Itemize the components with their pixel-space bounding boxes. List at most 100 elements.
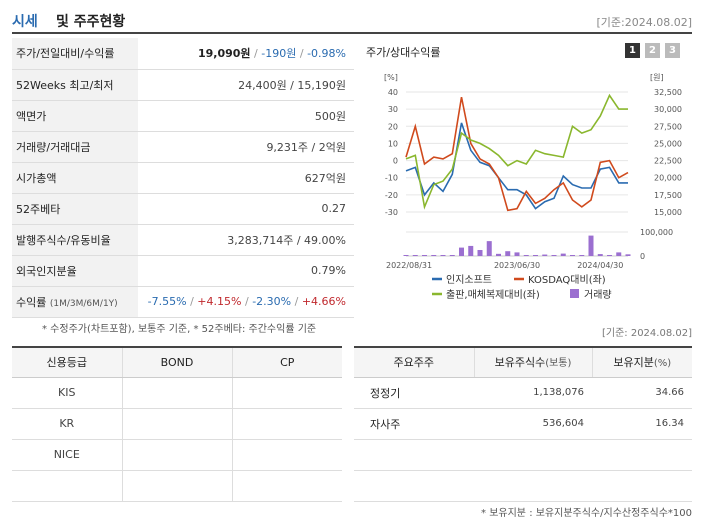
table-header-row: 신용등급 BOND CP (12, 347, 342, 378)
y-right-tick: 32,500 (654, 88, 682, 97)
price-change: -190원 (261, 47, 297, 61)
table-row: 수익률 (1M/3M/6M/1Y) -7.55% / +4.15% / -2.3… (12, 286, 354, 318)
holder-shares (474, 439, 592, 471)
credit-header-bond: BOND (122, 347, 233, 378)
footnote-holdings: * 보유지분 : 보유지분주식수/지수산정주식수*100 (481, 508, 692, 519)
y-left-tick: -20 (385, 191, 398, 200)
table-row (354, 439, 692, 471)
chart-tab-3[interactable]: 3 (665, 43, 680, 58)
y-right-tick: 30,000 (654, 105, 682, 114)
holder-pct: 34.66 (592, 377, 692, 409)
cp-rating (232, 377, 342, 409)
return-1m: -7.55% (147, 295, 187, 308)
volume-bar (440, 255, 446, 256)
volume-bar (486, 241, 492, 256)
y-left-tick: 0 (393, 157, 398, 166)
table-row: 52주베타 0.27 (12, 193, 354, 225)
volume-bar (449, 255, 455, 256)
table-row: NICE (12, 439, 342, 471)
table-row: 자사주 536,604 16.34 (354, 408, 692, 440)
mcap-value: 627억원 (138, 162, 354, 194)
section-title-prefix: 시세 (12, 14, 38, 30)
volume-bar (477, 250, 483, 256)
volume-bar (422, 255, 427, 256)
holders-header-shares: 보유주식수(보통) (474, 347, 593, 378)
volume-bar (523, 255, 529, 256)
volume-bar (403, 255, 409, 256)
volume-value: 9,231주 / 2억원 (138, 131, 354, 163)
volume-bar (616, 252, 622, 256)
legend-entry: 거래량 (584, 289, 612, 301)
y-right-tick: 22,500 (654, 157, 682, 166)
holders-header-name: 주요주주 (354, 347, 475, 378)
price-chart: [%] [원] 40 32,500 30 30,000 20 27,500 10 25,000 0 2… (384, 73, 682, 301)
holder-pct (592, 470, 692, 502)
holder-shares: 536,604 (474, 408, 592, 440)
beta-label: 52주베타 (12, 193, 138, 225)
series-line-1 (405, 122, 628, 210)
table-row: KR (12, 408, 342, 440)
table-row: 발행주식수/유동비율 3,283,714주 / 49.00% (12, 224, 354, 256)
price-change-rate: -0.98% (307, 47, 346, 61)
holders-header-pct: 보유지분(%) (592, 347, 692, 378)
table-row: 액면가 500원 (12, 100, 354, 132)
footnote: * 수정주가(차트포함), 보통주 기준, * 52주베타: 주간수익률 기준 (42, 324, 317, 335)
return-6m: -2.30% (252, 295, 292, 308)
legend-entry: 출판,매체복제대비(좌) (446, 289, 540, 301)
legend-swatch (570, 289, 579, 298)
volume-tick: 100,000 (640, 228, 673, 237)
x-tick: 2023/06/30 (494, 261, 540, 270)
par-value: 500원 (138, 100, 354, 132)
bond-rating (122, 408, 233, 440)
chart-tab-2[interactable]: 2 (645, 43, 660, 58)
y-right-unit: [원] (650, 73, 664, 82)
legend-entry: 인지소프트 (446, 274, 492, 286)
table-row: 거래량/거래대금 9,231주 / 2억원 (12, 131, 354, 163)
agency-name: NICE (12, 439, 123, 471)
volume-bar (431, 255, 437, 256)
mcap-label: 시가총액 (12, 162, 138, 194)
table-row: KIS (12, 377, 342, 409)
volume-bar (459, 247, 464, 256)
table-row: 52Weeks 최고/최저 24,400원 / 15,190원 (12, 69, 354, 101)
agency-name (12, 470, 123, 502)
bond-rating (122, 377, 233, 409)
y-left-unit: [%] (384, 73, 398, 82)
volume-tick: 0 (640, 252, 645, 261)
table-row: 정정기 1,138,076 34.66 (354, 377, 692, 409)
volume-label: 거래량/거래대금 (12, 131, 138, 163)
y-right-tick: 15,000 (654, 208, 682, 217)
volume-bar (588, 235, 594, 256)
foreign-label: 외국인지분율 (12, 255, 138, 287)
holder-name: 정정기 (354, 377, 474, 409)
volume-bar (625, 254, 631, 256)
volume-bar (551, 255, 557, 256)
y-left-tick: 20 (388, 122, 398, 131)
chart-tab-1[interactable]: 1 (625, 43, 640, 58)
beta-value: 0.27 (138, 193, 354, 225)
cp-rating (232, 439, 342, 471)
bond-rating (122, 439, 233, 471)
base-date-2: [기준: 2024.08.02] (601, 328, 692, 339)
legend-entry: KOSDAQ대비(좌) (528, 274, 606, 286)
base-date: [기준:2024.08.02] (596, 16, 692, 29)
cp-rating (232, 408, 342, 440)
series-line-2 (405, 96, 629, 212)
volume-bar (468, 245, 474, 256)
price-value: 19,090원 / -190원 / -0.98% (138, 38, 354, 70)
return-1y: +4.66% (301, 295, 346, 308)
volume-bar (496, 253, 501, 256)
foreign-value: 0.79% (138, 255, 354, 287)
volume-bar (579, 255, 585, 256)
chart-title: 주가/상대수익률 (366, 46, 441, 59)
shares-label: 발행주식수/유동비율 (12, 224, 138, 256)
w52-label: 52Weeks 최고/최저 (12, 69, 138, 101)
table-row: 외국인지분율 0.79% (12, 255, 354, 287)
holder-name: 자사주 (354, 408, 474, 440)
volume-bar (560, 253, 566, 256)
y-left-tick: 30 (388, 105, 398, 114)
return-periods: (1M/3M/6M/1Y) (49, 298, 118, 309)
holder-name (354, 470, 474, 502)
